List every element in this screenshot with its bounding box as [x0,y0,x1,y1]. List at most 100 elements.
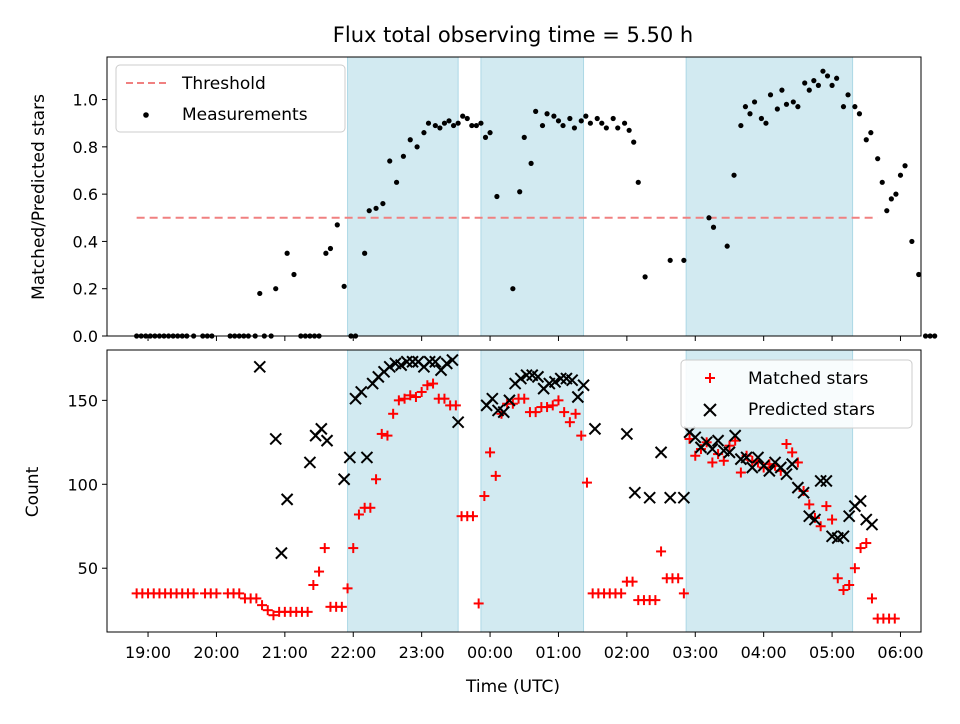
matched-star-point [490,470,501,481]
chart-title: Flux total observing time = 5.50 h [333,23,693,47]
matched-star-point [678,588,689,599]
measurement-point [539,122,546,129]
measurement-point [341,283,347,289]
measurement-point [437,125,443,131]
measurement-point [421,130,427,136]
predicted-star-point [275,546,288,560]
x-tick-label: 19:00 [125,643,171,662]
measurement-point [517,189,523,195]
x-tick-label: 02:00 [604,643,650,662]
measurement-point [583,113,589,119]
bottom-y-axis-label: Count [23,466,43,517]
measurement-point [555,118,562,124]
top-y-tick-label: 0.6 [73,185,98,204]
measurement-point [852,104,858,110]
legend-matched-label: Matched stars [748,369,868,389]
measurement-point [783,101,790,107]
predicted-star-point [520,368,533,382]
measurement-point [460,113,466,119]
legend-matched-swatch [705,373,715,383]
matched-star-point [211,588,222,599]
measurement-point [927,333,933,339]
bottom-y-tick-label: 150 [67,391,98,410]
predicted-star-point [854,494,867,508]
predicted-star-point [814,474,827,488]
measurement-point [257,290,263,297]
x-tick-label: 20:00 [193,643,239,662]
predicted-star-point [803,509,816,523]
measurement-point [845,92,851,98]
predicted-star-point [865,518,879,531]
bottom-series-1 [131,378,900,624]
matched-star-point [439,393,450,404]
matched-star-point [342,583,353,594]
measurement-point [811,78,817,84]
bottom-series-2 [253,353,879,560]
matched-star-point [576,430,587,441]
x-tick-label: 03:00 [672,643,718,662]
matched-star-point [707,457,718,468]
legend-predicted-label: Predicted stars [748,400,875,420]
matched-star-point [627,576,638,587]
predicted-star-point [711,434,725,447]
x-axis-label: Time (UTC) [465,677,560,697]
measurement-point [414,144,420,150]
predicted-star-point [677,491,691,504]
predicted-star-point [497,405,510,419]
measurement-point [747,111,753,117]
predicted-star-point [315,422,328,436]
measurement-point [323,250,329,256]
measurement-point [795,104,801,110]
top-y-tick-label: 0.8 [73,138,98,157]
predicted-star-point [820,474,833,488]
matched-star-point [450,400,461,411]
matched-star-point [673,573,684,584]
measurement-point [751,99,758,105]
bottom-observing-window-2 [480,349,585,633]
predicted-star-point [728,429,742,442]
measurement-point [432,122,438,129]
top-observing-window-3 [685,56,854,337]
measurement-point [724,243,730,249]
matched-star-point [866,593,877,604]
measurement-point [635,179,641,185]
matched-star-point [348,543,359,554]
measurement-point [441,120,448,126]
top-series-1 [134,68,938,339]
measurement-point [615,125,621,131]
top-legend: Threshold Measurements [115,64,346,133]
measurement-point [710,224,717,230]
bottom-axes-frame [106,349,922,633]
measurement-point [560,122,566,129]
measurement-point [922,333,929,339]
legend-predicted-swatch [703,403,717,417]
measurement-point [834,75,840,81]
measurement-point [327,245,334,252]
predicted-star-point [360,451,374,464]
measurement-point [706,215,712,221]
predicted-star-point [763,464,776,478]
bottom-panel: 50 100 150 19:00 20:00 21:00 22:00 23:00 00:00 01… [67,349,924,662]
predicted-star-point [797,486,810,499]
matched-star-point [827,514,838,525]
top-y-tick-label: 0.0 [73,327,98,346]
bottom-observing-window-1 [347,349,459,633]
predicted-star-point [337,473,351,486]
measurement-point [863,137,869,143]
predicted-star-point [620,427,634,441]
measurement-point [758,115,764,122]
measurement-point [806,87,812,93]
matched-star-point [234,588,245,599]
measurement-point [478,120,484,126]
predicted-star-point [514,372,528,385]
measurement-point [482,134,489,140]
matched-star-point [547,400,558,411]
measurement-point [621,120,628,126]
measurement-point [738,122,744,129]
predicted-star-point [554,372,567,385]
matched-star-point [781,439,792,449]
matched-star-point [268,610,279,621]
x-tick-label: 01:00 [535,643,581,662]
measurement-point [790,99,796,105]
predicted-star-point [429,355,442,368]
